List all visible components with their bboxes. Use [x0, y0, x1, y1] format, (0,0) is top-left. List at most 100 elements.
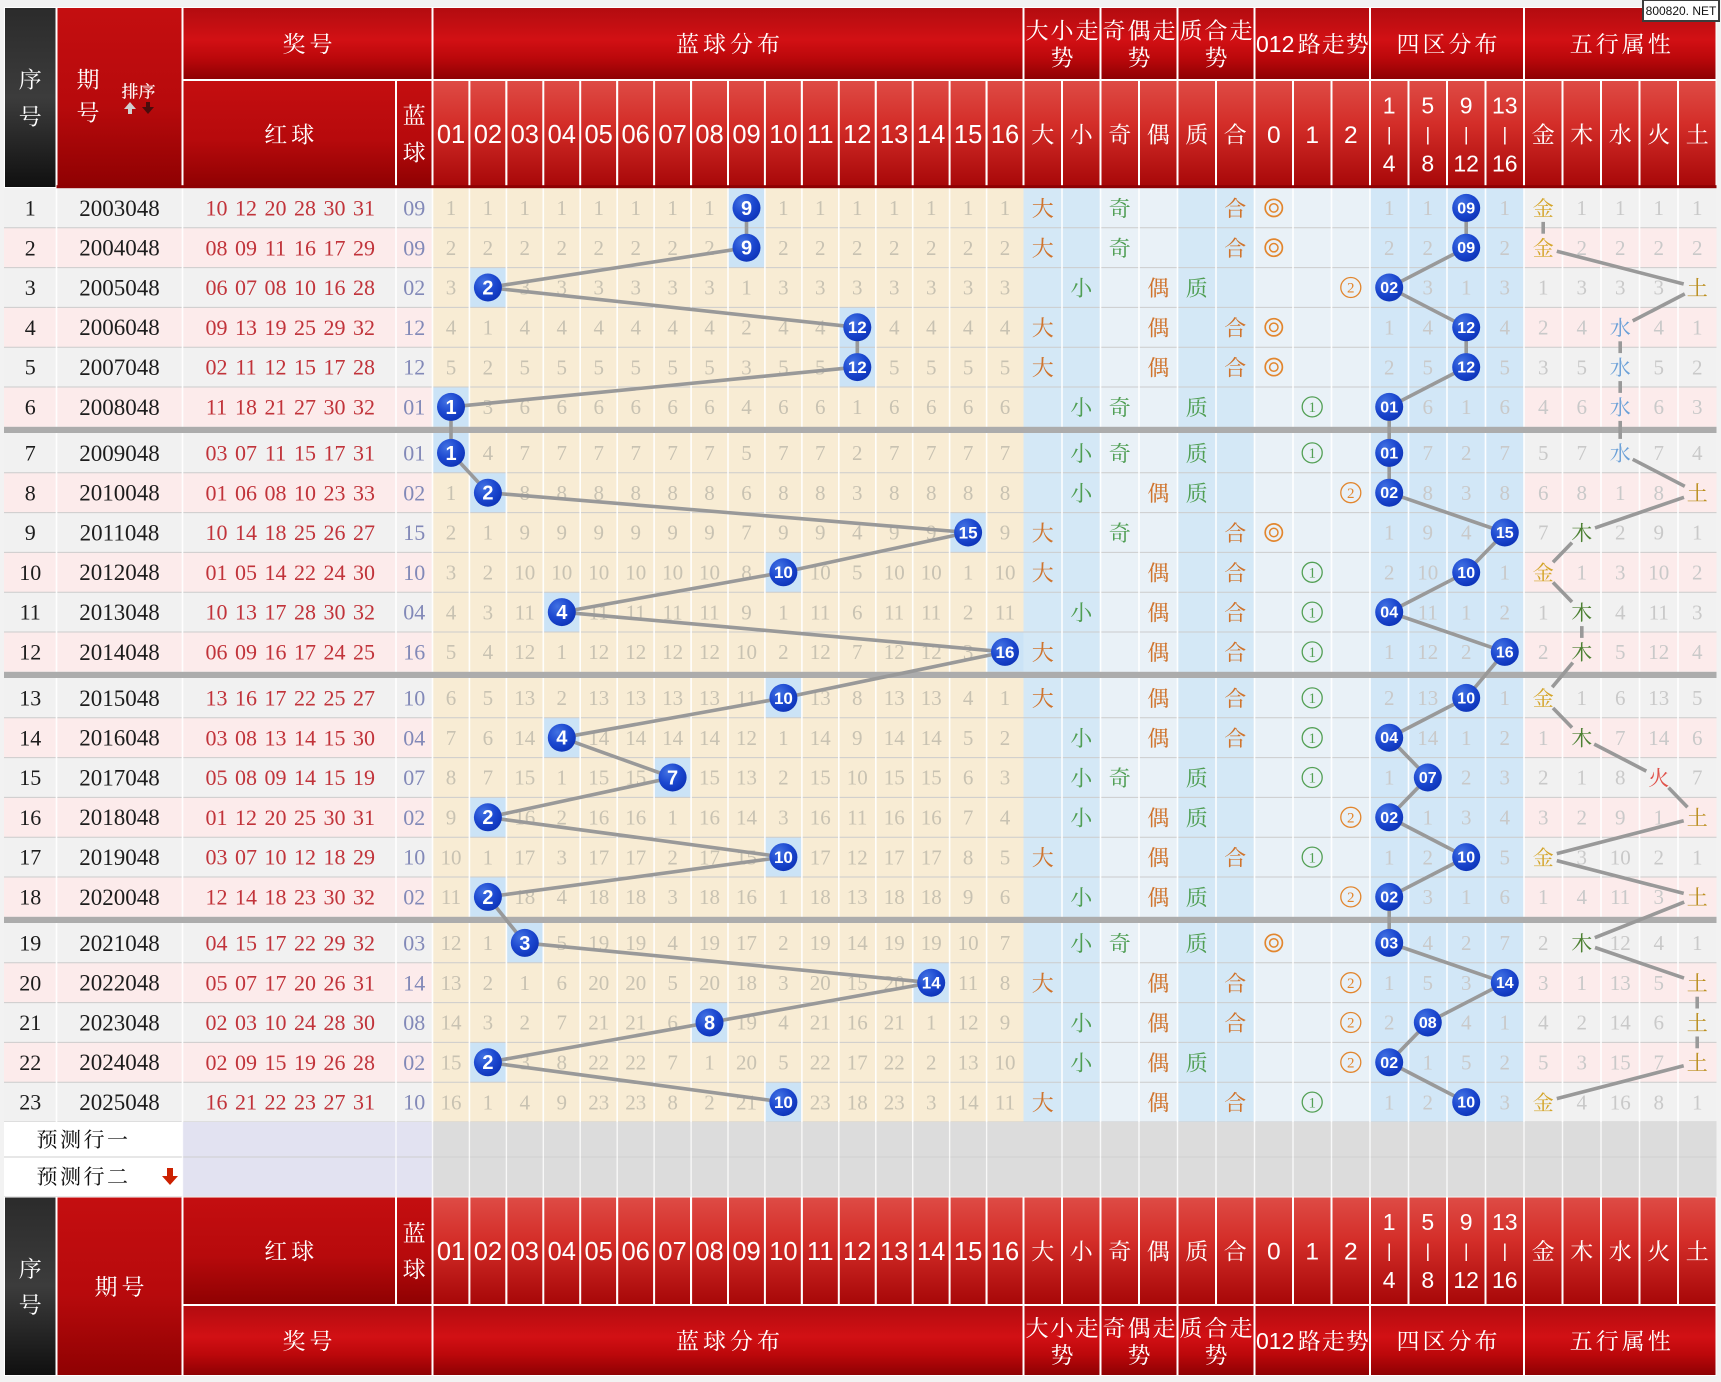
svg-text:2: 2 — [1577, 806, 1588, 830]
svg-text:7: 7 — [25, 441, 36, 466]
svg-text:10: 10 — [662, 561, 683, 585]
svg-text:10: 10 — [1648, 561, 1669, 585]
svg-text:2010048: 2010048 — [79, 481, 160, 506]
svg-text:3: 3 — [483, 600, 494, 624]
svg-text:4: 4 — [1538, 395, 1549, 419]
svg-text:3: 3 — [446, 276, 457, 300]
svg-text:1: 1 — [1692, 521, 1703, 545]
svg-text:10: 10 — [441, 845, 462, 869]
svg-text:2019048: 2019048 — [79, 845, 160, 870]
svg-text:28: 28 — [353, 355, 375, 380]
svg-text:21: 21 — [235, 1090, 257, 1115]
svg-text:16: 16 — [847, 1011, 868, 1035]
svg-text:17: 17 — [324, 441, 346, 466]
svg-text:7: 7 — [1500, 931, 1511, 955]
svg-text:13: 13 — [884, 686, 905, 710]
svg-text:1: 1 — [667, 196, 678, 220]
svg-text:17: 17 — [884, 845, 905, 869]
svg-text:10: 10 — [265, 845, 287, 870]
svg-text:04: 04 — [403, 725, 425, 750]
svg-text:1: 1 — [1383, 1209, 1396, 1235]
svg-text:02: 02 — [403, 885, 425, 910]
svg-text:2: 2 — [557, 806, 568, 830]
svg-text:10: 10 — [206, 600, 228, 625]
svg-text:32: 32 — [353, 931, 375, 956]
svg-text:|: | — [1387, 1241, 1392, 1261]
svg-text:2: 2 — [1500, 1051, 1511, 1075]
svg-text:14: 14 — [1610, 1011, 1632, 1035]
svg-text:10: 10 — [769, 1238, 797, 1266]
svg-text:13: 13 — [514, 686, 535, 710]
svg-text:4: 4 — [963, 686, 974, 710]
svg-text:9: 9 — [1000, 521, 1011, 545]
svg-text:1: 1 — [1461, 726, 1472, 750]
svg-text:4: 4 — [889, 316, 900, 340]
svg-text:3: 3 — [1654, 885, 1665, 909]
svg-text:2: 2 — [1384, 355, 1395, 379]
svg-text:15: 15 — [294, 441, 316, 466]
svg-text:4: 4 — [556, 602, 568, 624]
svg-text:5: 5 — [852, 561, 863, 585]
svg-text:28: 28 — [294, 600, 316, 625]
svg-text:15: 15 — [884, 766, 905, 790]
svg-text:11: 11 — [958, 971, 978, 995]
svg-text:32: 32 — [353, 395, 375, 420]
svg-text:8: 8 — [25, 480, 36, 505]
svg-text:04: 04 — [548, 121, 576, 149]
svg-text:15: 15 — [699, 766, 720, 790]
svg-text:9: 9 — [520, 521, 531, 545]
svg-text:5: 5 — [926, 355, 937, 379]
svg-text:9: 9 — [630, 521, 641, 545]
svg-text:3: 3 — [630, 276, 641, 300]
svg-text:2: 2 — [482, 277, 493, 299]
svg-text:14: 14 — [662, 726, 684, 750]
svg-text:09: 09 — [265, 765, 287, 790]
svg-text:11: 11 — [884, 600, 904, 624]
svg-text:9: 9 — [704, 521, 715, 545]
svg-text:02: 02 — [403, 480, 425, 505]
svg-text:05: 05 — [206, 970, 228, 995]
svg-text:3: 3 — [1577, 276, 1588, 300]
svg-text:2012048: 2012048 — [79, 560, 160, 585]
svg-text:1: 1 — [1423, 806, 1434, 830]
svg-text:1: 1 — [1577, 971, 1588, 995]
svg-text:2: 2 — [1384, 1011, 1395, 1035]
svg-text:1: 1 — [483, 1090, 494, 1114]
svg-text:6: 6 — [1538, 481, 1549, 505]
svg-text:01: 01 — [206, 805, 228, 830]
svg-text:1: 1 — [1384, 521, 1395, 545]
svg-text:12: 12 — [843, 1238, 871, 1266]
svg-text:3: 3 — [926, 1090, 937, 1114]
svg-text:8: 8 — [1000, 481, 1011, 505]
svg-text:09: 09 — [206, 315, 228, 340]
svg-text:1: 1 — [667, 806, 678, 830]
svg-text:8: 8 — [704, 1012, 715, 1034]
svg-text:2: 2 — [1538, 931, 1549, 955]
svg-text:1: 1 — [852, 196, 863, 220]
svg-text:03: 03 — [511, 1238, 539, 1266]
svg-text:2: 2 — [704, 1090, 715, 1114]
svg-text:1: 1 — [520, 196, 531, 220]
svg-text:1: 1 — [1305, 122, 1319, 149]
svg-text:12: 12 — [235, 196, 257, 221]
svg-text:5: 5 — [1654, 971, 1665, 995]
svg-text:7: 7 — [667, 1051, 678, 1075]
svg-text:02: 02 — [1380, 889, 1398, 906]
svg-text:04: 04 — [548, 1238, 576, 1266]
svg-text:16: 16 — [991, 1238, 1019, 1266]
svg-text:16: 16 — [206, 1090, 228, 1115]
svg-text:4: 4 — [1577, 1090, 1588, 1114]
svg-text:9: 9 — [1615, 806, 1626, 830]
svg-text:04: 04 — [1380, 730, 1398, 747]
svg-text:06: 06 — [235, 480, 257, 505]
svg-text:5: 5 — [815, 355, 826, 379]
svg-text:2020048: 2020048 — [79, 885, 160, 910]
svg-text:22: 22 — [265, 1090, 287, 1115]
svg-text:2: 2 — [926, 1051, 937, 1075]
svg-text:16: 16 — [1492, 150, 1518, 176]
svg-text:11: 11 — [20, 600, 41, 625]
svg-text:1: 1 — [1384, 845, 1395, 869]
svg-text:10: 10 — [995, 561, 1016, 585]
svg-text:9: 9 — [815, 521, 826, 545]
svg-text:10: 10 — [206, 196, 228, 221]
